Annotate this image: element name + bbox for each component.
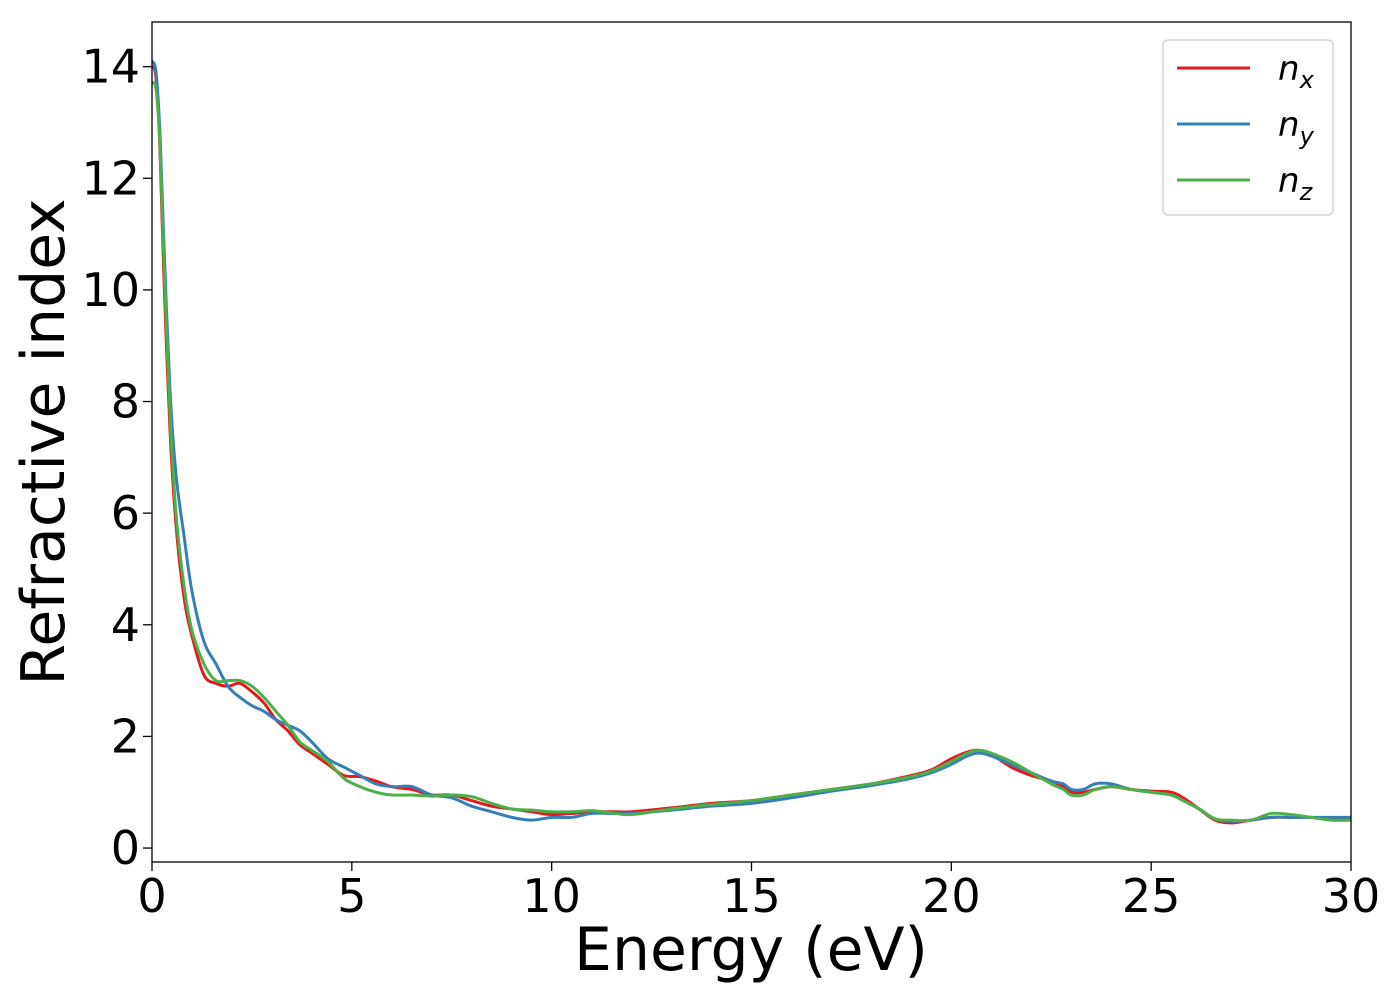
y-tick-label: 14 bbox=[81, 40, 140, 94]
y-tick-label: 10 bbox=[81, 263, 140, 317]
plot-lines bbox=[152, 59, 1351, 825]
x-tick-label: 0 bbox=[137, 869, 166, 923]
legend-label-y: ny bbox=[1278, 105, 1315, 150]
y-tick-label: 2 bbox=[111, 709, 140, 763]
legend-box bbox=[1162, 39, 1334, 216]
x-tick-label: 15 bbox=[722, 869, 781, 923]
legend: nx ny nz bbox=[1162, 39, 1334, 216]
y-tick-label: 12 bbox=[81, 151, 140, 205]
legend-label-x: nx bbox=[1278, 49, 1315, 94]
y-tick-label: 8 bbox=[111, 375, 140, 429]
legend-label-z: nz bbox=[1278, 161, 1314, 206]
y-tick-label: 6 bbox=[111, 486, 140, 540]
y-tick-label: 0 bbox=[111, 821, 140, 875]
x-tick-label: 25 bbox=[1122, 869, 1181, 923]
y-axis-ticks: 0 2 4 6 8 10 12 14 bbox=[81, 40, 152, 875]
x-axis-label: Energy (eV) bbox=[574, 915, 928, 985]
x-tick-label: 10 bbox=[522, 869, 581, 923]
series-line-z bbox=[152, 81, 1351, 823]
x-tick-label: 20 bbox=[922, 869, 981, 923]
x-tick-label: 30 bbox=[1322, 869, 1381, 923]
y-axis-label: Refractive index bbox=[9, 198, 79, 685]
x-tick-label: 5 bbox=[337, 869, 366, 923]
x-axis-ticks: 0 5 10 15 20 25 30 bbox=[137, 862, 1380, 923]
y-tick-label: 4 bbox=[111, 598, 140, 652]
